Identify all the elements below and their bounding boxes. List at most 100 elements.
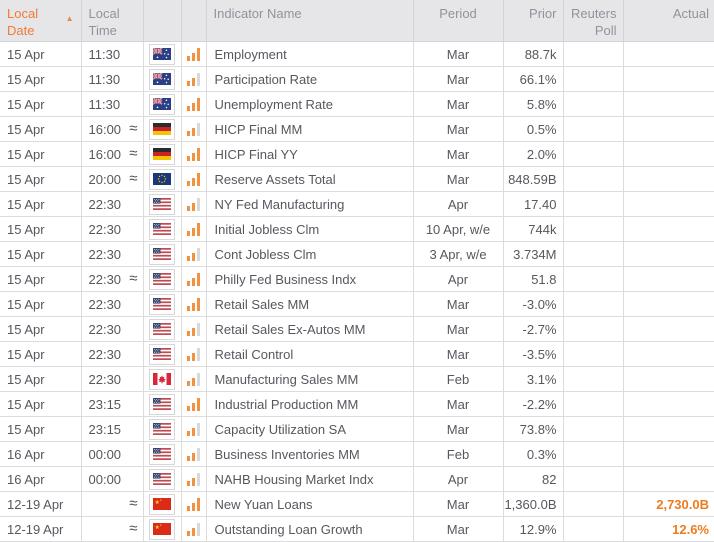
china-flag-icon: [149, 518, 175, 540]
table-row[interactable]: 15 Apr 11:30 Employment Mar 88.7k: [0, 41, 714, 68]
table-row[interactable]: 15 Apr 23:15 Industrial Production MM Mar -2…: [0, 391, 714, 418]
flag-cell: [142, 41, 182, 68]
column-header-local-time[interactable]: Local Time: [80, 0, 144, 43]
actual-cell: [622, 141, 714, 168]
flag-cell: [142, 241, 182, 268]
local-date-cell: 12-19 Apr: [0, 491, 82, 518]
relevance-bars-icon: [187, 172, 200, 186]
table-row[interactable]: 15 Apr 22:30 Initial Jobless Clm 10 Apr, w/…: [0, 216, 714, 243]
relevance-cell: [180, 316, 207, 343]
table-row[interactable]: 15 Apr 22:30 Retail Control Mar -3.5%: [0, 341, 714, 368]
table-row[interactable]: 15 Apr 22:30 NY Fed Manufacturing Apr 17.40: [0, 191, 714, 218]
table-row[interactable]: 12-19 Apr ≈ New Yuan Loans Mar 1,360.0B 2,730…: [0, 491, 714, 518]
reuters-poll-cell: [562, 516, 624, 542]
table-row[interactable]: 15 Apr 22:30 Retail Sales MM Mar -3.0%: [0, 291, 714, 318]
actual-cell: [622, 216, 714, 243]
local-date-header-label: Local Date: [7, 6, 39, 39]
table-row[interactable]: 12-19 Apr ≈ Outstanding Loan Growth Mar 12.9…: [0, 516, 714, 542]
column-header-indicator[interactable]: Indicator Name: [205, 0, 414, 43]
relevance-cell: [180, 91, 207, 118]
column-header-actual[interactable]: Actual: [622, 0, 714, 43]
actual-cell: [622, 66, 714, 93]
prior-cell: 73.8%: [502, 416, 564, 443]
table-row[interactable]: 15 Apr 11:30 Unemployment Rate Mar 5.8%: [0, 91, 714, 118]
actual-cell: [622, 441, 714, 468]
table-row[interactable]: 15 Apr 22:30 Retail Sales Ex-Autos MM Mar -2…: [0, 316, 714, 343]
table-row[interactable]: 15 Apr 22:30 ≈ Philly Fed Business Indx Apr 5…: [0, 266, 714, 293]
time-label: 22:30: [88, 196, 122, 212]
local-date-cell: 15 Apr: [0, 266, 82, 293]
flag-cell: [142, 366, 182, 393]
relevance-cell: [180, 416, 207, 443]
column-header-flag[interactable]: [142, 0, 182, 43]
united-states-flag-icon: [149, 418, 175, 440]
relevance-bars-icon: [187, 497, 200, 511]
table-header: Local Date ▲ Local Time Indicator Name P…: [0, 0, 714, 43]
indicator-name-cell: Cont Jobless Clm: [205, 241, 414, 268]
united-states-flag-icon: [149, 218, 175, 240]
actual-cell: [622, 266, 714, 293]
local-time-cell: 11:30: [80, 41, 144, 68]
time-label: 16:00: [88, 121, 122, 137]
reuters-poll-cell: [562, 291, 624, 318]
relevance-bars-icon: [187, 47, 200, 61]
prior-cell: 0.3%: [502, 441, 564, 468]
time-label: 00:00: [88, 471, 122, 487]
table-row[interactable]: 16 Apr 00:00 NAHB Housing Market Indx Apr 82: [0, 466, 714, 493]
flag-cell: [142, 491, 182, 518]
table-row[interactable]: 16 Apr 00:00 Business Inventories MM Feb 0.3…: [0, 441, 714, 468]
approx-time-icon: ≈: [129, 145, 138, 163]
reuters-poll-cell: [562, 166, 624, 193]
relevance-bars-icon: [187, 372, 200, 386]
table-row[interactable]: 15 Apr 11:30 Participation Rate Mar 66.1%: [0, 66, 714, 93]
germany-flag-icon: [149, 143, 175, 165]
actual-cell: 12.6%: [622, 516, 714, 542]
relevance-cell: [180, 41, 207, 68]
period-cell: Apr: [412, 466, 504, 493]
table-row[interactable]: 15 Apr 22:30 Manufacturing Sales MM Feb 3.1%: [0, 366, 714, 393]
relevance-cell: [180, 66, 207, 93]
reuters-poll-cell: [562, 91, 624, 118]
table-row[interactable]: 15 Apr 23:15 Capacity Utilization SA Mar 73.…: [0, 416, 714, 443]
local-time-cell: 23:15: [80, 391, 144, 418]
reuters-poll-cell: [562, 416, 624, 443]
actual-cell: [622, 191, 714, 218]
flag-cell: [142, 441, 182, 468]
reuters-poll-cell: [562, 391, 624, 418]
relevance-bars-icon: [187, 522, 200, 536]
indicator-name-cell: HICP Final YY: [205, 141, 414, 168]
column-header-period[interactable]: Period: [412, 0, 504, 43]
column-header-prior[interactable]: Prior: [502, 0, 564, 43]
reuters-poll-cell: [562, 441, 624, 468]
indicator-name-cell: New Yuan Loans: [205, 491, 414, 518]
column-header-relevance[interactable]: [180, 0, 207, 43]
table-row[interactable]: 15 Apr 22:30 Cont Jobless Clm 3 Apr, w/e 3.7…: [0, 241, 714, 268]
germany-flag-icon: [149, 118, 175, 140]
column-header-local-date[interactable]: Local Date ▲: [0, 0, 82, 43]
relevance-cell: [180, 391, 207, 418]
flag-cell: [142, 116, 182, 143]
local-date-cell: 15 Apr: [0, 416, 82, 443]
flag-cell: [142, 466, 182, 493]
column-header-reuters-poll[interactable]: Reuters Poll: [562, 0, 624, 43]
table-row[interactable]: 15 Apr 16:00 ≈ HICP Final MM Mar 0.5%: [0, 116, 714, 143]
local-time-header-label: Local Time: [88, 6, 120, 39]
period-cell: Mar: [412, 316, 504, 343]
local-date-cell: 15 Apr: [0, 41, 82, 68]
time-label: 23:15: [88, 421, 122, 437]
flag-cell: [142, 216, 182, 243]
prior-cell: 3.734M: [502, 241, 564, 268]
local-date-cell: 16 Apr: [0, 441, 82, 468]
table-row[interactable]: 15 Apr 20:00 ≈ Reserve Assets Total Mar 848.5…: [0, 166, 714, 193]
actual-cell: [622, 316, 714, 343]
approx-time-icon: ≈: [129, 520, 138, 538]
indicator-name-cell: Employment: [205, 41, 414, 68]
actual-cell: [622, 416, 714, 443]
canada-flag-icon: [149, 368, 175, 390]
prior-cell: 848.59B: [502, 166, 564, 193]
actual-cell: [622, 116, 714, 143]
table-row[interactable]: 15 Apr 16:00 ≈ HICP Final YY Mar 2.0%: [0, 141, 714, 168]
relevance-bars-icon: [187, 272, 200, 286]
relevance-bars-icon: [187, 322, 200, 336]
